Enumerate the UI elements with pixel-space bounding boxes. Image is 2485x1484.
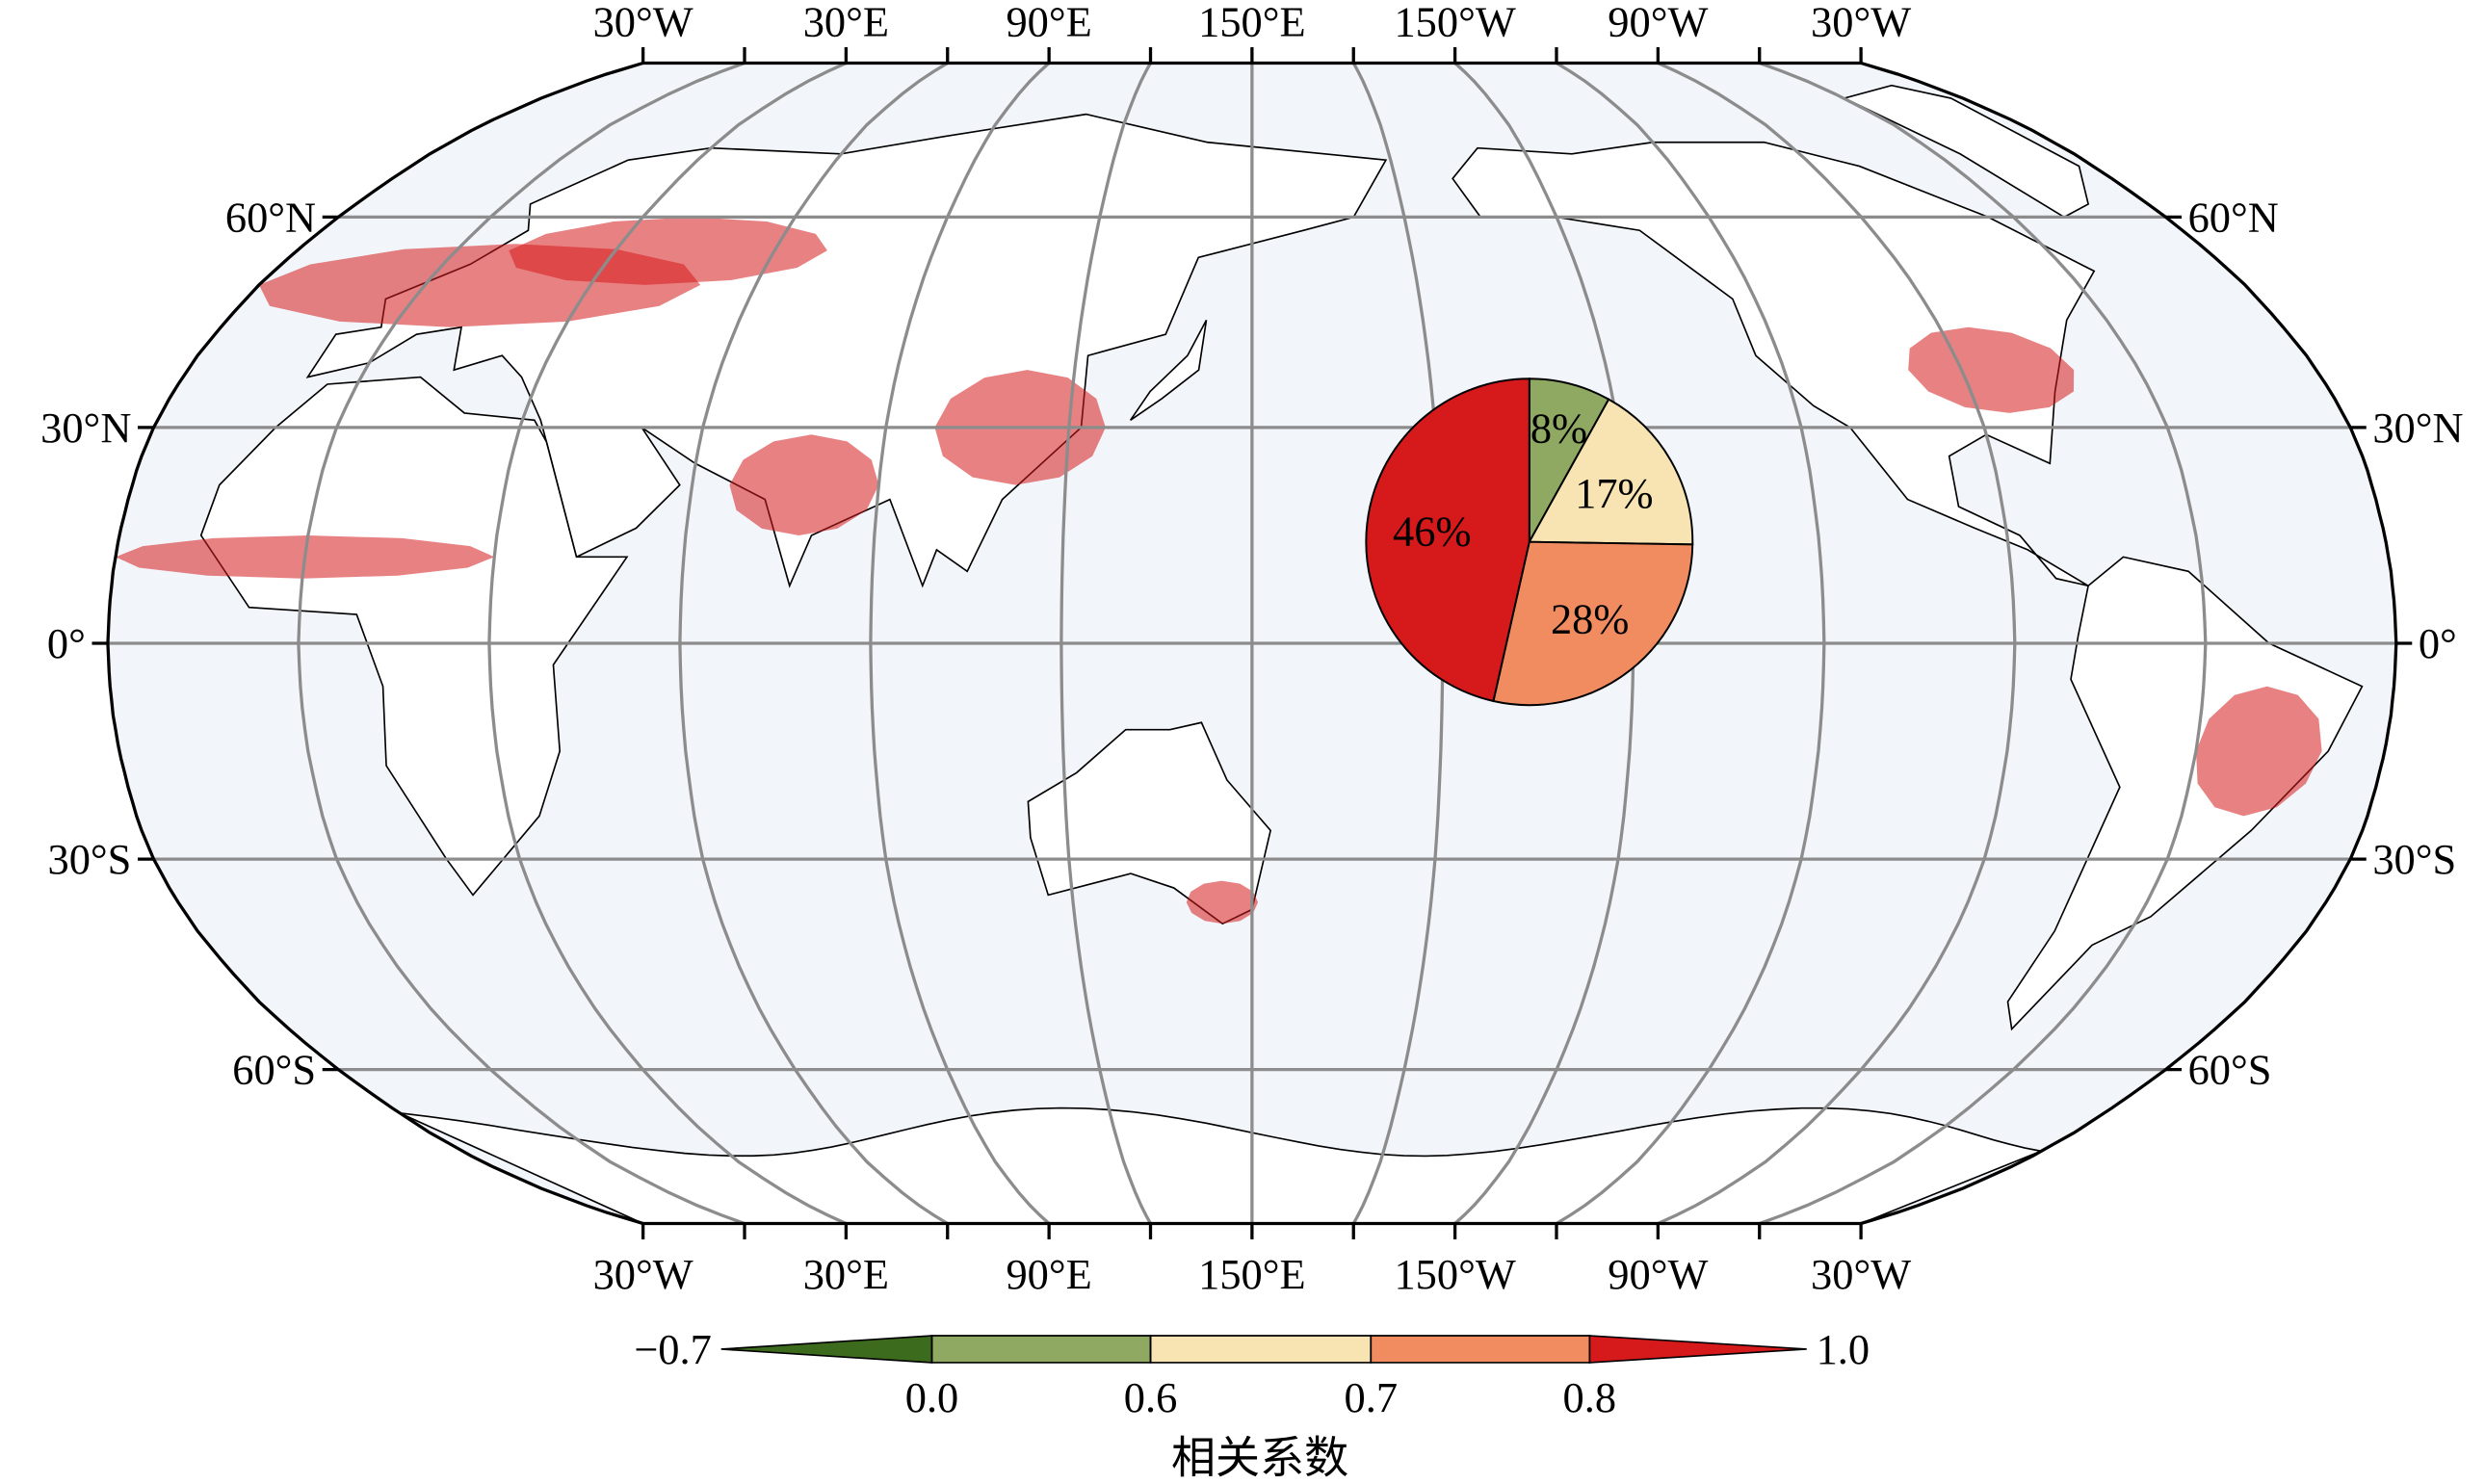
meridian bbox=[1759, 61, 2208, 1226]
meridian bbox=[678, 62, 949, 1225]
pie-slice bbox=[1528, 398, 1694, 546]
lat-label-right: 30°S bbox=[2372, 835, 2456, 883]
lon-label-top: 150°W bbox=[1394, 0, 1515, 46]
lat-label-right: 60°S bbox=[2188, 1046, 2272, 1094]
correlation-area bbox=[509, 217, 827, 285]
pie-label: 8% bbox=[1530, 404, 1587, 453]
meridian bbox=[297, 61, 746, 1226]
land-australia bbox=[1027, 721, 1272, 925]
lat-label-left: 0° bbox=[47, 619, 86, 667]
lon-label-top: 30°W bbox=[1811, 0, 1911, 46]
pie-slice bbox=[1365, 378, 1530, 703]
lon-label-top: 30°W bbox=[593, 0, 693, 46]
colorbar-segment bbox=[720, 1335, 933, 1364]
lon-label-top: 90°W bbox=[1608, 0, 1708, 46]
meridian bbox=[1657, 61, 2017, 1226]
colorbar-segment bbox=[1370, 1335, 1591, 1364]
correlation-area bbox=[729, 434, 879, 535]
lat-label-right: 30°N bbox=[2372, 404, 2463, 452]
map-outline bbox=[106, 61, 2398, 1226]
colorbar-segment bbox=[930, 1335, 1152, 1364]
land-south-america bbox=[2006, 556, 2364, 1031]
colorbar-segment bbox=[1149, 1335, 1373, 1364]
colorbar: −0.7 0.0 0.6 0.7 0.8 1.0 bbox=[634, 1325, 1870, 1421]
colorbar-tick-label: 0.0 bbox=[905, 1373, 959, 1421]
meridian bbox=[1556, 62, 1826, 1225]
colorbar-label: 相关系数 bbox=[1171, 1432, 1348, 1484]
correlation-area bbox=[1186, 880, 1259, 924]
land-greenland bbox=[1842, 84, 2090, 219]
colorbar-tick-label: 0.7 bbox=[1345, 1373, 1399, 1421]
lon-label-bottom: 30°W bbox=[593, 1250, 693, 1298]
lat-label-right: 0° bbox=[2419, 619, 2457, 667]
pie-label: 46% bbox=[1393, 507, 1471, 555]
lon-label-bottom: 90°W bbox=[1608, 1250, 1708, 1298]
pie-label: 28% bbox=[1551, 595, 1629, 643]
colorbar-tick-label: 0.8 bbox=[1563, 1373, 1617, 1421]
pie-label: 17% bbox=[1575, 469, 1653, 517]
lon-label-bottom: 150°W bbox=[1394, 1250, 1515, 1298]
colorbar-segment bbox=[1588, 1335, 1807, 1364]
pie-chart: 8% 17% 28% 46% bbox=[1365, 378, 1694, 707]
colorbar-tick-label: 1.0 bbox=[1817, 1325, 1870, 1373]
lon-label-bottom: 30°W bbox=[1811, 1250, 1911, 1298]
lat-label-right: 60°N bbox=[2188, 193, 2279, 241]
lat-label-left: 30°N bbox=[40, 404, 131, 452]
lon-label-bottom: 30°E bbox=[803, 1250, 889, 1298]
land-north-america bbox=[1452, 141, 2096, 587]
meridian bbox=[869, 62, 1051, 1225]
colorbar-tick-label: 0.6 bbox=[1124, 1373, 1178, 1421]
pie-slice bbox=[1492, 540, 1694, 707]
lat-label-left: 60°S bbox=[232, 1046, 316, 1094]
lon-label-top: 30°E bbox=[803, 0, 889, 46]
lon-label-top: 150°E bbox=[1198, 0, 1306, 46]
lon-label-top: 90°E bbox=[1006, 0, 1091, 46]
colorbar-tick-label: −0.7 bbox=[634, 1325, 712, 1373]
correlation-area bbox=[2195, 686, 2322, 817]
lon-label-bottom: 150°E bbox=[1198, 1250, 1306, 1298]
meridian bbox=[1059, 62, 1152, 1225]
meridian bbox=[487, 61, 848, 1226]
world-map: 30°W 30°W 30°E 30°E 90°E 90°E 150°E 150°E 150°W 1… bbox=[40, 0, 2463, 1298]
land-africa bbox=[199, 376, 629, 897]
land-japan bbox=[1129, 319, 1208, 422]
lon-label-bottom: 90°E bbox=[1006, 1250, 1091, 1298]
lat-label-left: 60°N bbox=[225, 193, 316, 241]
lat-label-left: 30°S bbox=[48, 835, 132, 883]
